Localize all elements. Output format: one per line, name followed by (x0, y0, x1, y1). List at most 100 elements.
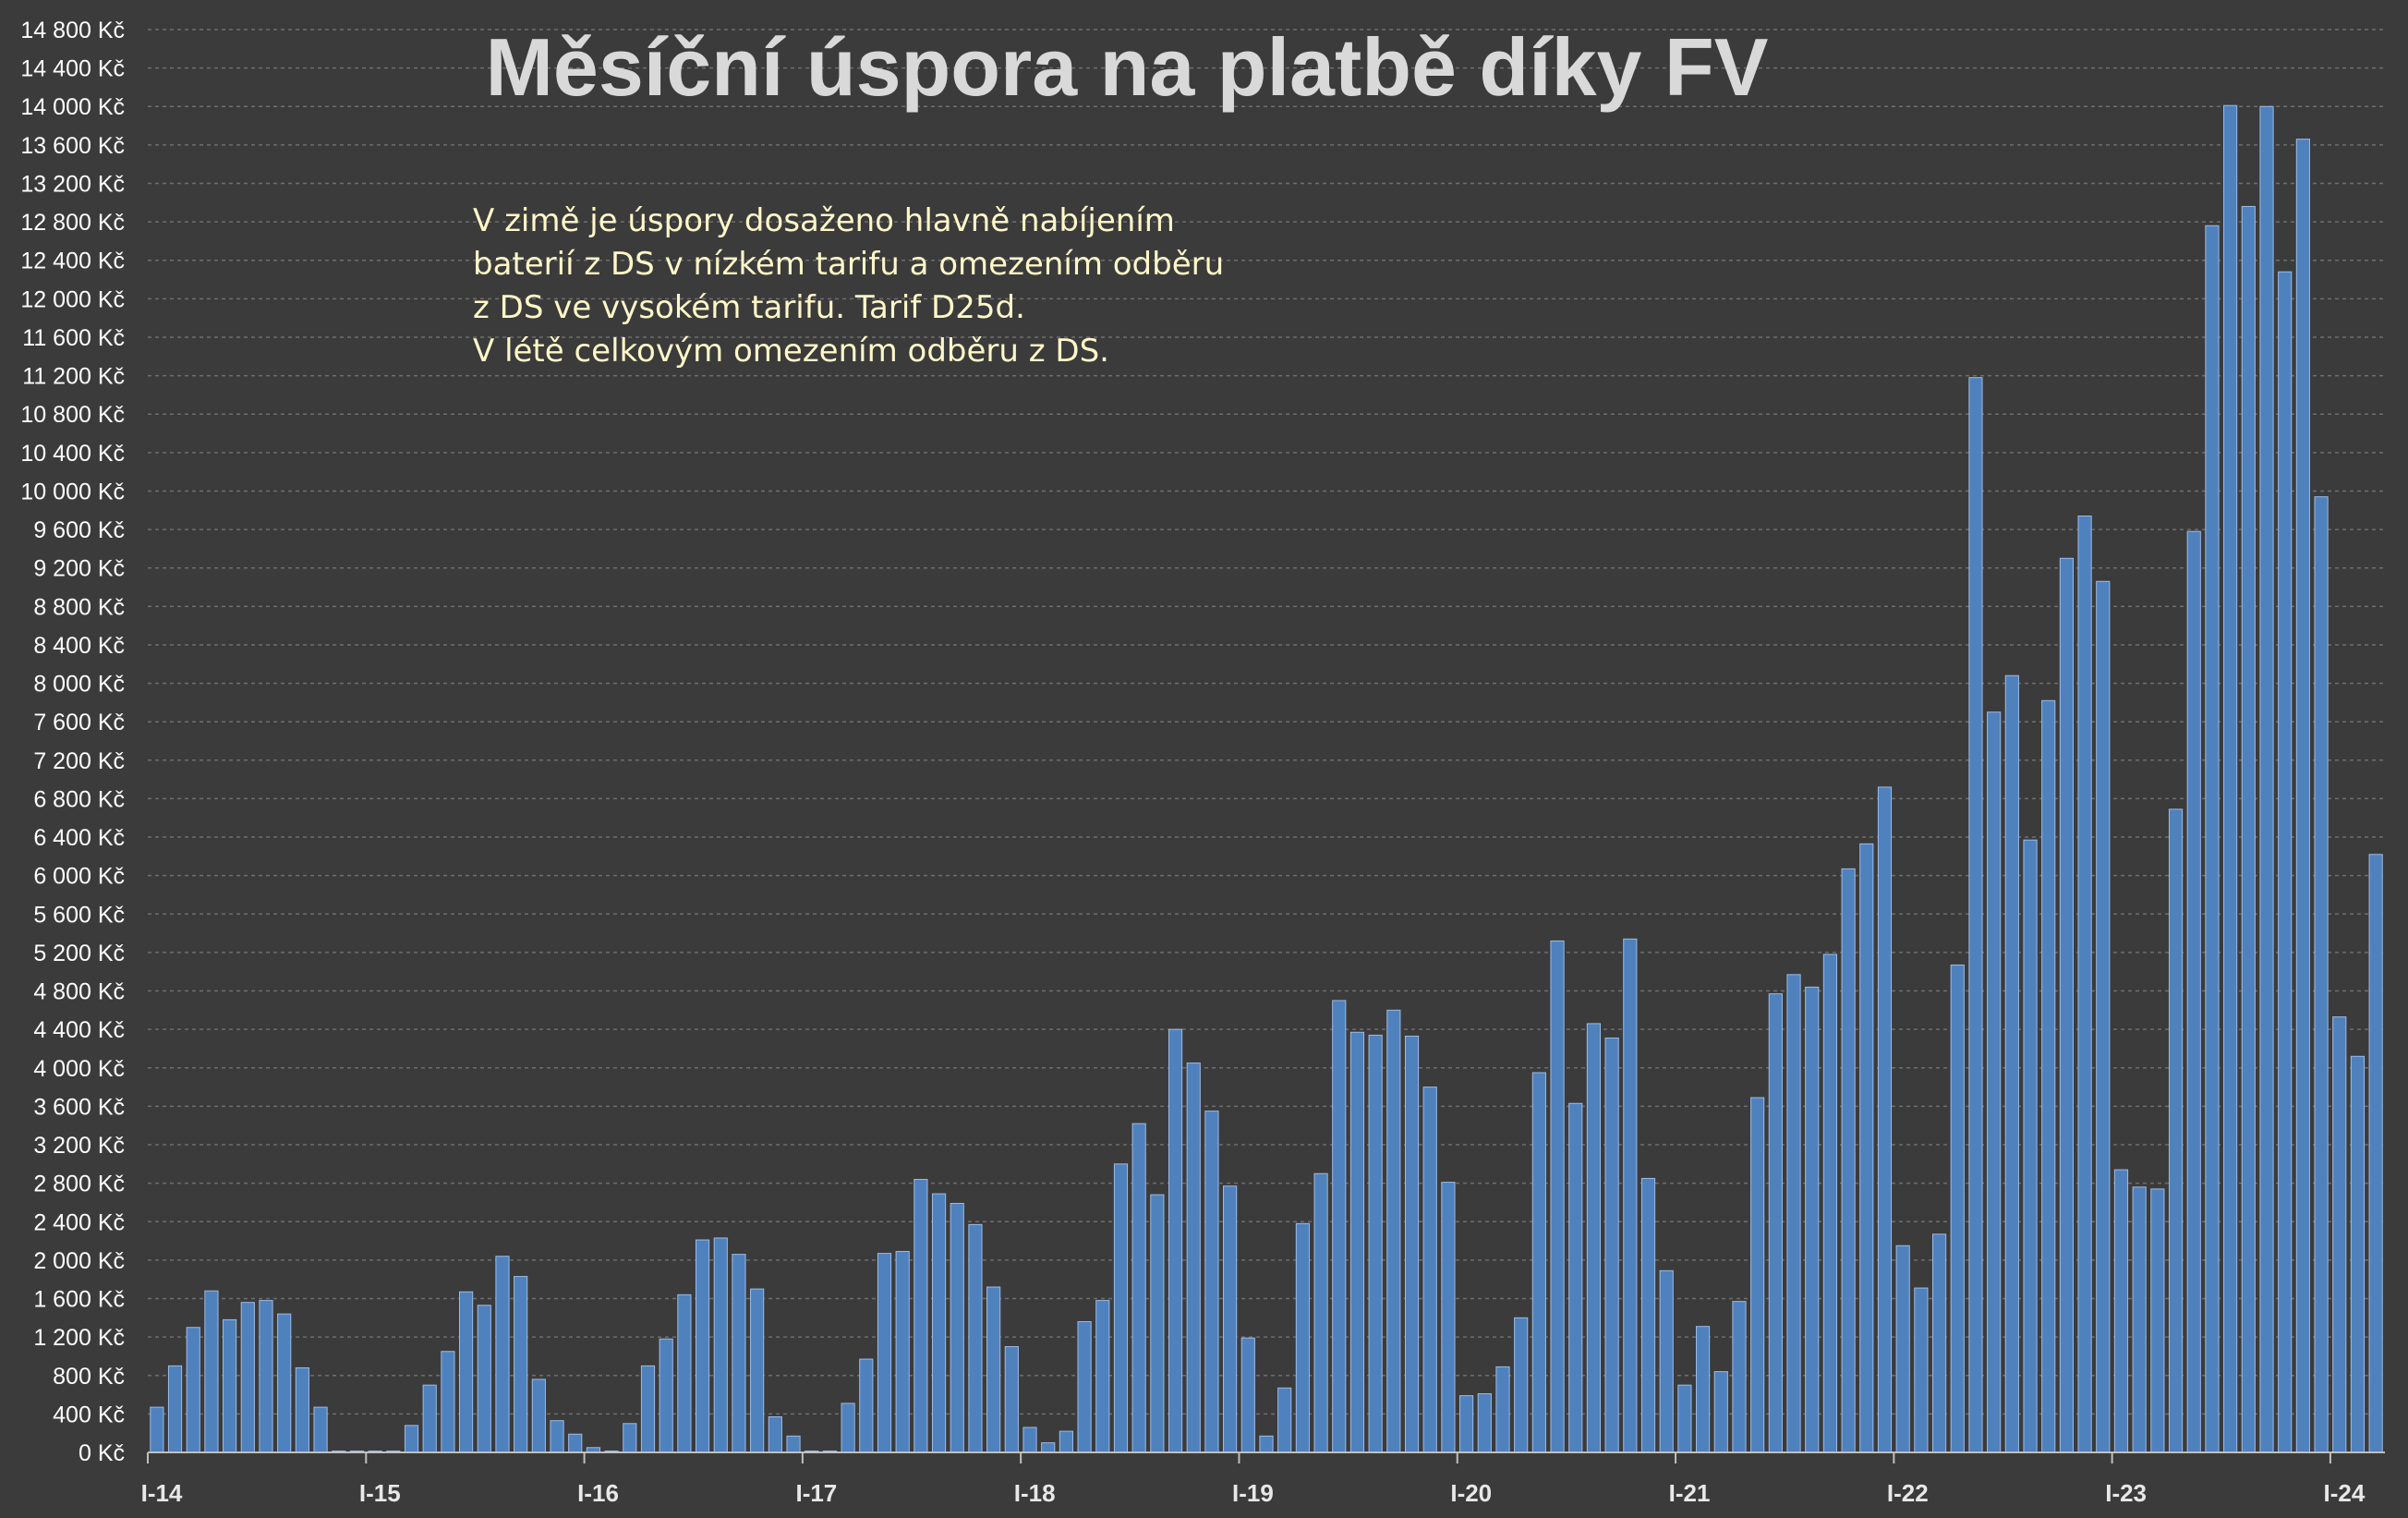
bar (1295, 1222, 1310, 1453)
bar (1531, 1072, 1546, 1453)
bar (2241, 205, 2256, 1453)
x-tick-label: I-18 (1014, 1479, 1056, 1507)
bar (1514, 1317, 1529, 1453)
y-tick-label: 14 800 Kč (20, 18, 125, 43)
bar (695, 1239, 710, 1453)
y-tick-label: 9 600 Kč (33, 517, 125, 543)
bar (1659, 1269, 1674, 1453)
bar (2041, 699, 2056, 1453)
bar (1459, 1395, 1474, 1453)
axes: 0 Kč 400 Kč 800 Kč 1 200 Kč 1 600 Kč 2 000 Kč… (20, 18, 2385, 1507)
bar (1604, 1038, 1619, 1453)
bar (1223, 1185, 1238, 1453)
bar (1259, 1435, 1274, 1453)
bar (1277, 1387, 1292, 1453)
bar (877, 1253, 892, 1453)
y-tick-label: 1 600 Kč (33, 1287, 125, 1313)
x-tick-label: I-21 (1669, 1479, 1711, 1507)
bar (1805, 986, 1820, 1453)
y-tick-label: 400 Kč (53, 1402, 125, 1427)
bar (623, 1423, 637, 1453)
bar (1186, 1063, 1201, 1453)
bar (1732, 1301, 1747, 1453)
bar (568, 1433, 583, 1453)
bar (1313, 1172, 1328, 1453)
y-tick-label: 10 800 Kč (20, 402, 125, 428)
bar (1204, 1111, 1219, 1453)
y-tick-label: 4 800 Kč (33, 979, 125, 1005)
bar (313, 1406, 328, 1453)
x-tick-label: I-24 (2324, 1479, 2366, 1507)
bar (1786, 974, 1801, 1453)
bar (1349, 1031, 1365, 1453)
bar (768, 1416, 782, 1453)
bar (2223, 104, 2238, 1453)
bar (640, 1365, 656, 1453)
bar (2295, 139, 2310, 1453)
bar (2023, 839, 2038, 1453)
bar (1623, 938, 1638, 1453)
bar (914, 1178, 928, 1453)
bar (2168, 808, 2184, 1453)
bar (2332, 1016, 2347, 1453)
y-tick-label: 7 600 Kč (33, 710, 125, 735)
bar (841, 1403, 855, 1453)
bar (1386, 1009, 1401, 1453)
bar (931, 1193, 947, 1453)
bar (950, 1203, 964, 1453)
bar (1441, 1182, 1456, 1453)
y-tick-label: 10 400 Kč (20, 441, 125, 467)
bar (1768, 993, 1783, 1453)
bar (477, 1305, 491, 1453)
y-tick-label: 3 200 Kč (33, 1133, 125, 1159)
bar (1131, 1123, 1146, 1453)
y-tick-label: 12 000 Kč (20, 286, 125, 312)
bar (550, 1420, 564, 1453)
x-tick-label: I-20 (1450, 1479, 1492, 1507)
y-tick-label: 14 000 Kč (20, 94, 125, 120)
bar (1550, 940, 1565, 1453)
bar (1477, 1393, 1492, 1453)
bar (859, 1358, 874, 1453)
annotation-line-1: V zimě je úspory dosaženo hlavně nabíjen… (473, 202, 1175, 239)
annotation-line-2: baterií z DS v nízkém tarifu a omezením … (473, 246, 1224, 283)
y-tick-label: 10 000 Kč (20, 479, 125, 504)
y-tick-label: 800 Kč (53, 1364, 125, 1390)
x-tick-label: I-16 (577, 1479, 619, 1507)
bar (1495, 1366, 1510, 1453)
annotation-line-3: z DS ve vysokém tarifu. Tarif D25d. (473, 289, 1025, 326)
bar (1914, 1287, 1929, 1453)
y-tick-label: 13 200 Kč (20, 171, 125, 197)
bar (1859, 843, 1874, 1453)
bar (459, 1291, 474, 1453)
bar (1568, 1102, 1583, 1453)
bar (1841, 868, 1856, 1453)
y-tick-label: 6 000 Kč (33, 864, 125, 890)
bar (1640, 1177, 1656, 1453)
bar (2186, 530, 2201, 1453)
bar (514, 1276, 528, 1453)
x-tick-label: I-15 (359, 1479, 401, 1507)
bar (2205, 225, 2220, 1453)
bar (1877, 786, 1893, 1453)
bar (1695, 1326, 1711, 1453)
bar (422, 1384, 437, 1453)
bar (968, 1223, 983, 1453)
y-tick-label: 6 400 Kč (33, 825, 125, 851)
bar (713, 1237, 728, 1453)
x-tick-label: I-22 (1887, 1479, 1929, 1507)
bar (2059, 557, 2074, 1453)
bar (186, 1327, 200, 1453)
y-tick-label: 1 200 Kč (33, 1325, 125, 1351)
y-tick-label: 8 400 Kč (33, 633, 125, 659)
bar (1750, 1097, 1765, 1453)
bar (2150, 1188, 2165, 1453)
y-tick-label: 13 600 Kč (20, 133, 125, 159)
bar (1004, 1346, 1019, 1453)
bar (295, 1366, 309, 1453)
y-tick-label: 6 800 Kč (33, 786, 125, 812)
bar (167, 1365, 183, 1453)
bar (1822, 953, 1838, 1453)
bar (441, 1351, 455, 1453)
